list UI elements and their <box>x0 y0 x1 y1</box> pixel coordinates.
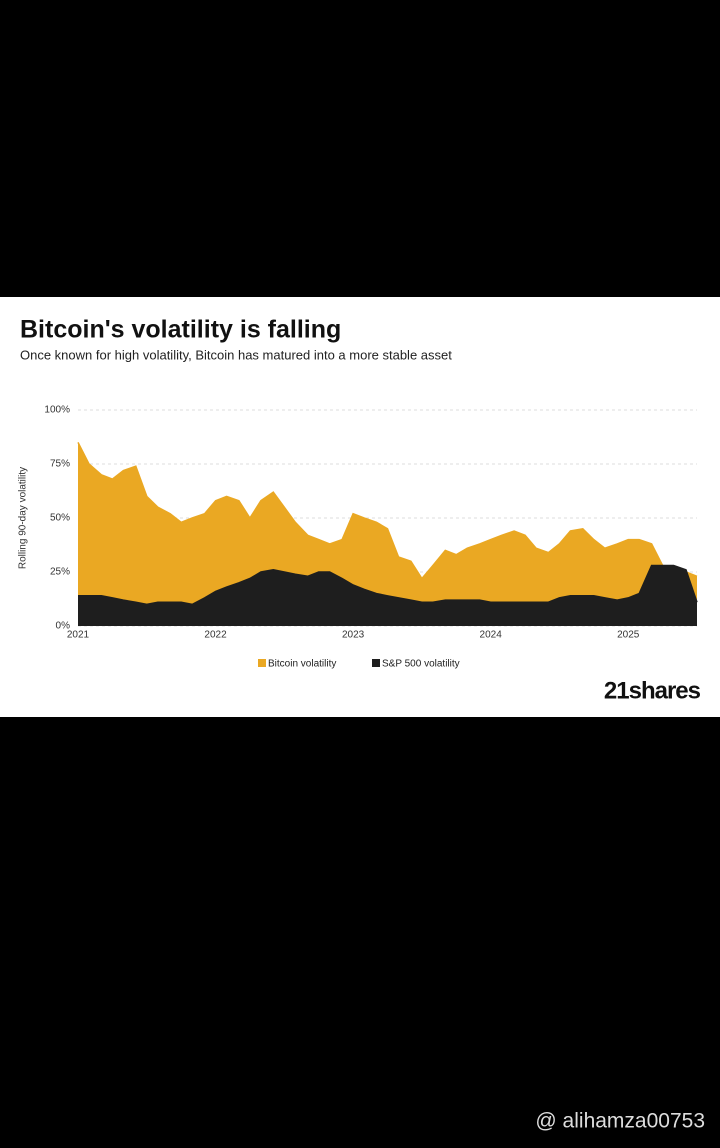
x-tick-label: 2025 <box>617 630 640 641</box>
watermark: @ alihamza00753 <box>535 1110 705 1133</box>
y-tick-label: 50% <box>50 513 70 524</box>
legend-swatch <box>372 659 380 667</box>
x-tick-label: 2024 <box>480 630 503 641</box>
y-axis-label: Rolling 90-day volatility <box>18 467 29 569</box>
area-line <box>78 564 698 606</box>
area-fill <box>78 565 697 626</box>
y-tick-label: 100% <box>44 405 70 416</box>
legend-label: S&P 500 volatility <box>382 659 460 670</box>
chart-subtitle: Once known for high volatility, Bitcoin … <box>20 347 452 362</box>
x-tick-label: 2022 <box>204 630 227 641</box>
x-tick-label: 2023 <box>342 630 365 641</box>
y-tick-label: 25% <box>50 567 70 578</box>
x-tick-label: 2021 <box>67 630 90 641</box>
chart-title: Bitcoin's volatility is falling <box>20 316 341 344</box>
area-fill <box>78 442 697 626</box>
legend-swatch <box>258 659 266 667</box>
legend-label: Bitcoin volatility <box>268 659 336 670</box>
area-line <box>77 442 698 580</box>
brand-logo: 21shares <box>604 677 701 704</box>
y-tick-label: 75% <box>50 459 70 470</box>
y-tick-label: 0% <box>56 621 71 632</box>
